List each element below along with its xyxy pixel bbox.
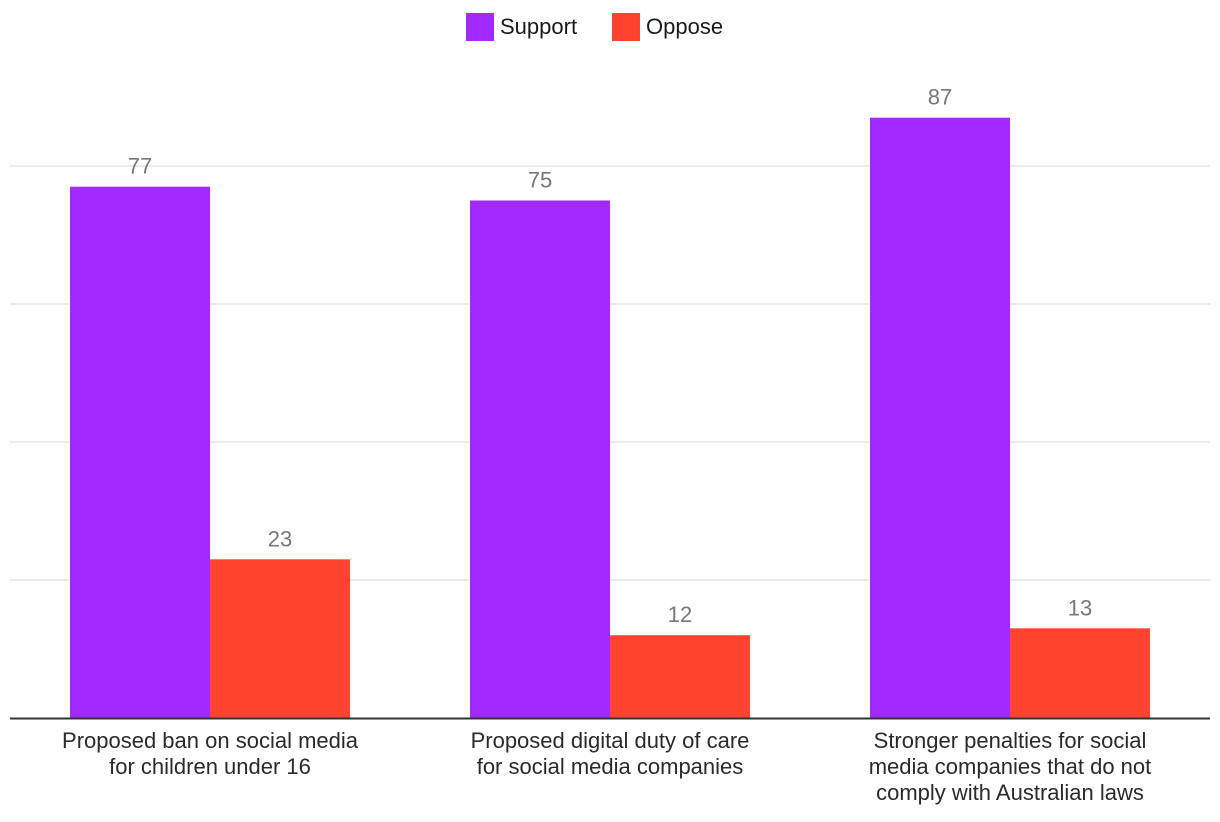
value-label-oppose-2: 12 [668, 602, 692, 627]
value-label-support-1: 77 [128, 154, 152, 179]
category-label-2: Proposed digital duty of care for social … [471, 728, 750, 779]
bar-support-1 [70, 186, 210, 718]
value-label-oppose-1: 23 [268, 526, 292, 551]
bar-support-3 [870, 117, 1010, 718]
category-label-1-line-2: for children under 16 [109, 754, 311, 779]
bar-oppose-1 [210, 559, 350, 718]
bar-oppose-3 [1010, 628, 1150, 718]
value-label-oppose-3: 13 [1068, 595, 1092, 620]
legend-label-oppose: Oppose [646, 14, 723, 39]
category-label-3-line-1: Stronger penalties for social [874, 728, 1147, 753]
category-label-1: Proposed ban on social media for children… [62, 728, 359, 779]
category-label-1-line-1: Proposed ban on social media [62, 728, 359, 753]
category-labels: Proposed ban on social media for children… [62, 728, 1151, 805]
value-label-support-3: 87 [928, 85, 952, 110]
category-label-2-line-2: for social media companies [477, 754, 744, 779]
category-label-2-line-1: Proposed digital duty of care [471, 728, 750, 753]
value-label-support-2: 75 [528, 168, 552, 193]
category-label-3-line-2: media companies that do not [869, 754, 1152, 779]
bar-support-2 [470, 200, 610, 718]
category-label-3: Stronger penalties for social media compa… [869, 728, 1152, 805]
legend-label-support: Support [500, 14, 577, 39]
legend: Support Oppose [466, 13, 723, 41]
legend-swatch-support [466, 13, 494, 41]
value-labels: 77 23 75 12 87 13 [128, 85, 1092, 628]
legend-swatch-oppose [612, 13, 640, 41]
category-label-3-line-3: comply with Australian laws [876, 780, 1144, 805]
bars [70, 117, 1150, 718]
bar-oppose-2 [610, 635, 750, 718]
